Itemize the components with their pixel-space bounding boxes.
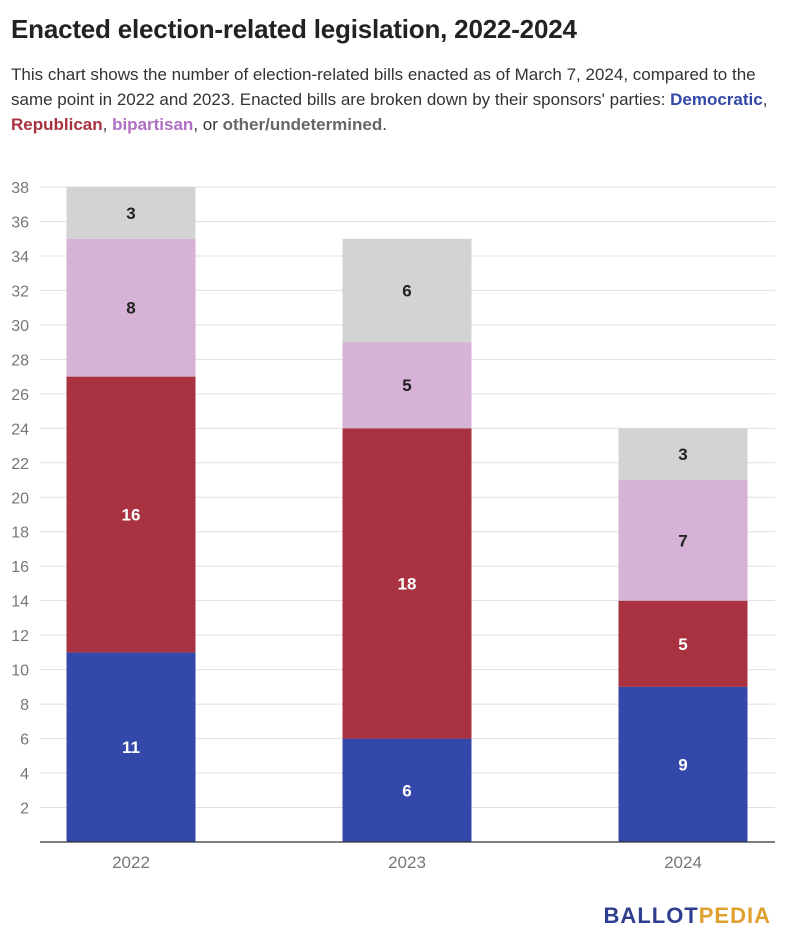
data-label: 8 xyxy=(126,299,135,318)
y-tick-label: 30 xyxy=(11,318,29,335)
bar-segment xyxy=(66,238,196,377)
bar-segment xyxy=(342,342,472,429)
y-tick-label: 22 xyxy=(11,456,29,473)
y-tick-label: 20 xyxy=(11,490,29,507)
data-label: 6 xyxy=(402,781,411,800)
bar-segment xyxy=(66,652,196,842)
y-tick-label: 38 xyxy=(11,180,29,197)
legend-separator: , or xyxy=(193,115,223,134)
y-tick-label: 24 xyxy=(11,421,29,438)
y-tick-label: 36 xyxy=(11,214,29,231)
y-tick-label: 4 xyxy=(20,766,29,783)
bar-segment xyxy=(618,428,748,481)
y-tick-label: 8 xyxy=(20,697,29,714)
bar-segment xyxy=(342,428,472,739)
legend-bipartisan: bipartisan xyxy=(112,115,194,134)
y-tick-label: 2 xyxy=(20,801,29,818)
y-tick-label: 34 xyxy=(11,249,29,266)
legend-separator: , xyxy=(762,90,768,109)
bar-segment xyxy=(618,600,748,687)
bar-segment xyxy=(618,480,748,601)
legend-separator: . xyxy=(382,115,387,134)
x-tick-label: 2022 xyxy=(112,853,150,872)
legend-separator: , xyxy=(102,115,113,134)
y-tick-label: 14 xyxy=(11,594,29,611)
chart-title: Enacted election-related legislation, 20… xyxy=(11,14,577,44)
y-tick-label: 18 xyxy=(11,525,29,542)
data-label: 7 xyxy=(678,531,687,550)
logo-part-1: BALLOT xyxy=(603,903,699,928)
y-tick-label: 26 xyxy=(11,387,29,404)
legend-democratic: Democratic xyxy=(670,90,763,109)
legend-other-undetermined: other/undetermined xyxy=(222,115,383,134)
bar-segment xyxy=(618,686,748,842)
data-label: 16 xyxy=(122,506,141,525)
y-tick-label: 6 xyxy=(20,732,29,749)
description-text: This chart shows the number of election-… xyxy=(11,65,756,109)
y-tick-label: 28 xyxy=(11,352,29,369)
logo-part-2: PEDIA xyxy=(698,903,771,928)
data-label: 18 xyxy=(398,574,417,593)
bar-segment xyxy=(342,738,472,842)
data-label: 5 xyxy=(402,376,411,395)
y-tick-label: 12 xyxy=(11,628,29,645)
data-label: 5 xyxy=(678,635,687,654)
y-tick-label: 10 xyxy=(11,663,29,680)
bar-segment xyxy=(342,238,472,343)
data-label: 6 xyxy=(402,281,411,300)
x-tick-label: 2024 xyxy=(664,853,702,872)
bar-segment xyxy=(66,376,196,653)
y-tick-label: 32 xyxy=(11,283,29,300)
ballotpedia-logo: BALLOTPEDIA xyxy=(604,903,771,929)
legend-republican: Republican xyxy=(11,115,103,134)
data-label: 3 xyxy=(678,445,687,464)
x-tick-label: 2023 xyxy=(388,853,426,872)
data-label: 11 xyxy=(122,738,140,757)
bar-segment xyxy=(66,187,196,239)
data-label: 9 xyxy=(678,755,687,774)
data-label: 3 xyxy=(126,204,135,223)
y-tick-label: 16 xyxy=(11,559,29,576)
chart-description: This chart shows the number of election-… xyxy=(11,62,781,137)
